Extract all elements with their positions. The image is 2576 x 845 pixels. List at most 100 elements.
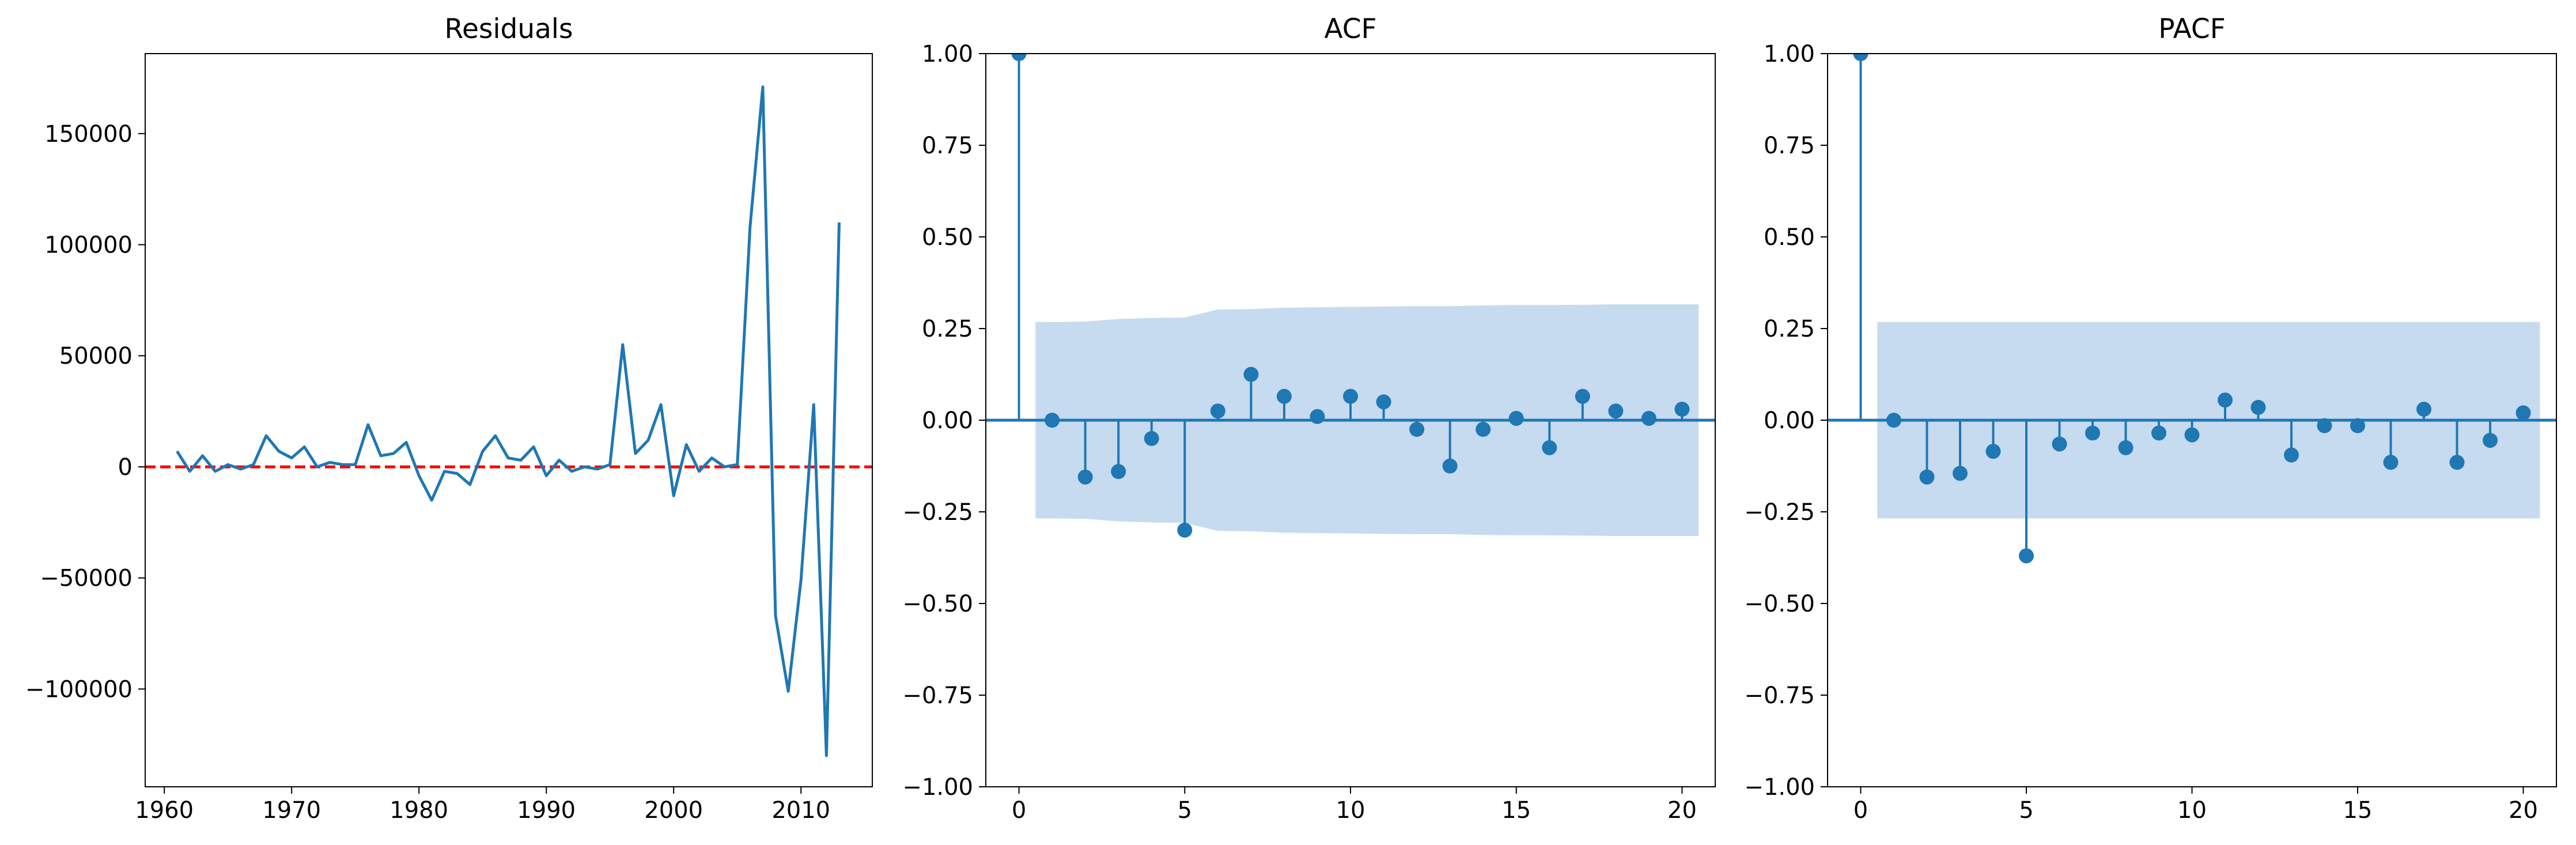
stem-marker: [1508, 410, 1524, 426]
y-tick-label: 100000: [44, 232, 133, 258]
stem-marker: [2317, 418, 2332, 433]
residual-point: [710, 457, 714, 460]
residual-point: [239, 467, 243, 471]
residual-point: [341, 463, 345, 466]
y-tick-label: 0.00: [1764, 408, 1815, 434]
residual-point: [557, 458, 561, 462]
residual-point: [417, 474, 421, 477]
y-tick-label: 0.00: [922, 408, 973, 434]
residual-point: [824, 754, 828, 757]
stem-marker: [2350, 418, 2365, 433]
x-tick-label: 1960: [135, 797, 194, 824]
chart-title: ACF: [1324, 13, 1376, 45]
residual-point: [442, 470, 446, 473]
residual-point: [723, 465, 727, 469]
x-tick-label: 2000: [644, 797, 703, 824]
residual-point: [175, 450, 179, 453]
stem-marker: [2085, 425, 2100, 441]
y-tick-label: 0.50: [1764, 224, 1815, 251]
stem-marker: [1011, 54, 1027, 61]
residual-point: [264, 434, 268, 437]
y-tick-label: 0: [118, 454, 133, 481]
residual-point: [748, 225, 752, 229]
stem-marker: [1077, 469, 1093, 485]
x-tick-label: 1980: [389, 797, 448, 824]
y-tick-label: 0.75: [1764, 133, 1815, 159]
stem-marker: [1608, 403, 1624, 419]
residual-point: [404, 441, 408, 444]
stem-marker: [1144, 431, 1159, 446]
plot-area: [145, 85, 872, 757]
residual-point: [354, 463, 357, 466]
residual-point: [494, 434, 497, 437]
stem-marker: [1276, 388, 1292, 404]
residual-point: [736, 463, 739, 466]
residual-point: [315, 465, 319, 469]
stem-marker: [1177, 522, 1193, 538]
residual-point: [201, 454, 204, 458]
stem-marker: [1045, 413, 1060, 428]
residual-point: [532, 445, 535, 448]
residual-point: [659, 403, 663, 406]
x-tick-label: 1990: [517, 797, 576, 824]
x-tick-label: 5: [1178, 797, 1192, 824]
plot-area: [986, 54, 1715, 538]
stem-marker: [2250, 399, 2266, 415]
stem-marker: [2516, 405, 2531, 421]
x-tick-label: 15: [2343, 797, 2373, 824]
plot-area: [1828, 54, 2556, 564]
stem-marker: [1310, 409, 1325, 424]
y-tick-label: −0.50: [902, 591, 973, 617]
residual-point: [838, 221, 841, 224]
residual-point: [226, 463, 230, 466]
stem-marker: [1575, 388, 1590, 404]
stem-marker: [1409, 421, 1425, 437]
y-tick-label: −1.00: [902, 774, 973, 801]
residual-point: [621, 343, 625, 346]
stem-marker: [1210, 403, 1225, 419]
plot-frame: [1827, 53, 2557, 787]
y-tick-label: −0.75: [1744, 682, 1815, 709]
stem-marker: [1442, 458, 1458, 474]
residual-point: [430, 499, 433, 502]
y-tick-label: −100000: [25, 676, 133, 703]
y-tick-label: −1.00: [1744, 774, 1815, 801]
residuals-series-line: [176, 85, 841, 757]
residual-point: [684, 443, 688, 446]
stem-marker: [1985, 444, 2001, 459]
residual-point: [392, 452, 395, 455]
stem-marker: [1111, 464, 1126, 480]
stem-marker: [1641, 410, 1656, 426]
y-tick-label: 0.25: [1764, 316, 1815, 342]
residual-point: [188, 470, 191, 473]
residual-point: [252, 463, 255, 466]
residual-point: [812, 403, 815, 406]
residuals-chart: 1960 1970 1980 1990 2000 2010 −100000 −50000 0 50…: [25, 13, 873, 824]
y-tick-label: 1.00: [1764, 41, 1815, 67]
residual-point: [799, 579, 803, 582]
stem-marker: [2218, 393, 2233, 408]
y-tick-label: −0.75: [902, 682, 973, 709]
stem-marker: [2284, 447, 2299, 463]
x-tick-label: 20: [2509, 797, 2538, 824]
y-tick-label: 0.75: [922, 133, 973, 159]
y-tick-label: −0.25: [902, 499, 973, 526]
acf-chart: 0 5 10 15 20 −1.00 −0.75 −0.50 −0.25 0.00 0.25 0.50…: [902, 13, 1716, 824]
y-tick-label: −0.50: [1744, 591, 1815, 617]
plot-frame: [985, 53, 1716, 787]
residual-point: [328, 461, 331, 464]
residual-point: [608, 463, 612, 466]
stem-marker: [1886, 413, 1901, 428]
x-tick-label: 20: [1667, 797, 1697, 824]
stem-marker: [1343, 388, 1358, 404]
residual-point: [214, 470, 217, 473]
x-tick-label: 10: [2177, 797, 2207, 824]
residual-point: [646, 439, 650, 442]
stem-marker: [1542, 440, 1557, 455]
stem-marker: [2052, 436, 2067, 452]
y-tick-label: 150000: [44, 121, 133, 148]
residual-point: [570, 470, 573, 473]
x-tick-label: 0: [1853, 797, 1868, 824]
residual-point: [761, 85, 765, 89]
